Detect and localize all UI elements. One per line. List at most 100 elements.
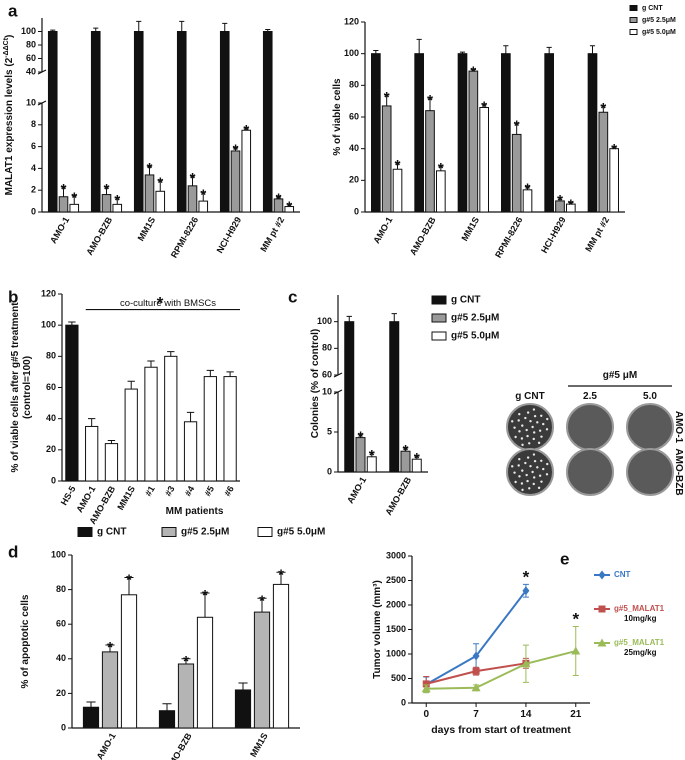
y-tick-label: 2 <box>31 185 36 195</box>
x-tick-label: AMO-1 <box>371 215 394 245</box>
marker <box>597 638 607 647</box>
error-bar <box>503 45 509 54</box>
x-tick-label: RPMI-8226 <box>169 215 200 259</box>
y-axis-label: % of viable cells <box>332 78 343 156</box>
significance-star: * <box>611 141 617 158</box>
y-tick-label: 0 <box>61 722 66 732</box>
group-label: MM patients <box>166 506 224 517</box>
error-bar <box>181 658 191 664</box>
significance-star: * <box>572 610 579 629</box>
colony <box>521 469 524 472</box>
colony <box>533 431 536 434</box>
colony <box>538 429 542 432</box>
y-tick-label: 10 <box>26 97 36 107</box>
error-bar <box>162 703 172 711</box>
significance-star: * <box>358 428 364 445</box>
colony <box>514 435 517 439</box>
y-tick-label: 20 <box>56 688 66 698</box>
colony <box>521 424 524 427</box>
error-bar <box>384 94 390 106</box>
x-tick-label: #5 <box>202 484 216 498</box>
colony <box>537 441 541 445</box>
colony <box>533 459 537 463</box>
y-tick-label: 4 <box>31 163 36 173</box>
bar <box>457 53 468 213</box>
marker <box>522 586 530 596</box>
y-tick-label: 80 <box>46 351 56 361</box>
colony <box>518 412 521 416</box>
bar <box>104 443 119 482</box>
y-tick-label: 2000 <box>386 599 406 609</box>
bar <box>203 376 217 482</box>
x-tick-label: AMO-BZB <box>164 731 194 760</box>
y-tick-label: 1500 <box>386 624 406 634</box>
bar <box>90 31 101 213</box>
y-tick-label: 80 <box>349 80 359 90</box>
error-bar <box>127 380 135 390</box>
colony <box>532 453 536 456</box>
x-tick-label: 14 <box>520 709 532 720</box>
colony <box>526 411 530 414</box>
error-bar <box>546 46 552 54</box>
bar <box>598 111 609 213</box>
colony <box>545 473 549 476</box>
colony <box>531 470 534 474</box>
significance-star: * <box>278 566 284 583</box>
marker <box>422 680 430 688</box>
significance-star: * <box>470 64 476 81</box>
y-tick-label: 100 <box>21 26 36 36</box>
significance-star: * <box>557 192 563 209</box>
y-tick-label: 100 <box>41 320 56 330</box>
legend-sublabel: 25mg/kg <box>624 648 657 657</box>
bar <box>389 321 400 473</box>
y-axis-label: % of apoptotic cells <box>20 594 31 688</box>
legend-swatch <box>629 5 638 11</box>
bar <box>479 107 490 213</box>
bar <box>262 31 273 213</box>
error-bar <box>93 27 99 32</box>
y-tick-label: 80 <box>26 39 36 49</box>
y-axis-label-text: % of viable cells <box>332 78 343 156</box>
colony <box>525 428 528 432</box>
x-tick-label: MM1S <box>459 215 481 243</box>
colony <box>525 473 528 477</box>
bar <box>82 706 100 729</box>
colony <box>513 426 516 429</box>
error-bar <box>189 175 196 186</box>
colony <box>526 479 529 483</box>
chart-subtitle: co-culture with BMSCs <box>120 298 216 309</box>
colony <box>520 482 524 485</box>
bar <box>230 150 241 213</box>
colony <box>528 487 531 490</box>
x-tick-label: NCI-H929 <box>215 215 244 255</box>
y-tick-label: 0 <box>51 475 56 485</box>
y-tick-label: 60 <box>349 111 359 121</box>
error-bar <box>438 165 444 171</box>
panel-letter: e <box>560 549 569 568</box>
error-bar <box>427 97 433 111</box>
significance-star: * <box>200 186 206 203</box>
error-bar <box>238 682 248 690</box>
y-tick-label: 500 <box>391 673 406 683</box>
bar <box>124 388 138 482</box>
x-tick-label: #3 <box>163 484 177 498</box>
colony <box>529 464 532 468</box>
error-bar <box>186 411 195 422</box>
bar <box>253 611 271 729</box>
significance-star: * <box>600 100 606 117</box>
error-bar <box>357 433 364 438</box>
x-tick-label: 21 <box>570 709 582 720</box>
colony <box>513 471 516 474</box>
significance-star: * <box>147 160 153 177</box>
x-tick-label: 7 <box>473 709 479 720</box>
significance-star: * <box>276 191 282 208</box>
bar <box>155 190 166 213</box>
legend-label: g#5 5.0μM <box>277 527 325 538</box>
error-bar <box>206 369 215 377</box>
plate-column-label: g CNT <box>515 391 544 402</box>
colony <box>524 461 527 465</box>
bar <box>144 366 158 482</box>
x-tick-label: AMO-1 <box>95 731 118 760</box>
significance-star: * <box>514 117 520 134</box>
y-tick-label: 120 <box>41 288 56 298</box>
